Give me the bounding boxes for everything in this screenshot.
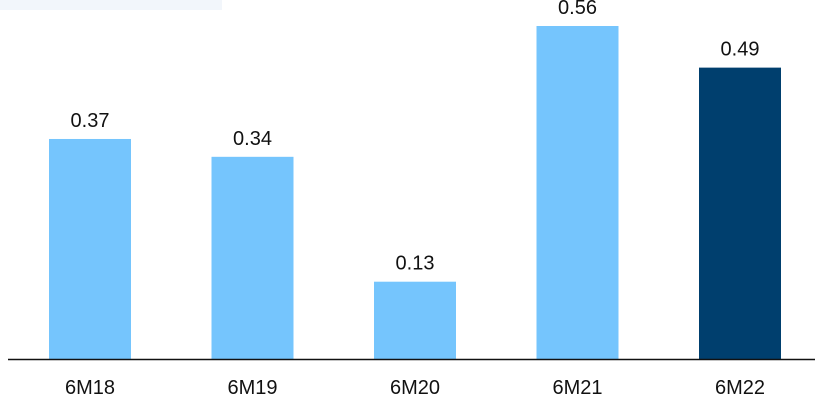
x-tick-labels-layer: 6M18 6M19 6M20 6M21 6M22 [65,377,765,399]
value-label-6m19: 0.34 [233,128,272,150]
x-tick-label-6m19: 6M19 [227,377,277,399]
x-tick-label-6m22: 6M22 [715,377,765,399]
bar-6m22 [699,67,781,359]
x-tick-label-6m18: 6M18 [65,377,115,399]
value-label-6m21: 0.56 [558,0,597,19]
value-label-6m22: 0.49 [721,39,760,61]
bars-layer [49,26,781,359]
bar-6m19 [211,156,294,359]
bar-6m20 [374,281,456,359]
value-label-6m20: 0.13 [396,253,435,275]
value-labels-layer: 0.37 0.34 0.13 0.56 0.49 [71,0,760,275]
bar-6m21 [536,26,619,359]
background-tint [0,0,222,10]
x-tick-label-6m20: 6M20 [390,377,440,399]
bar-6m18 [49,138,131,359]
x-tick-label-6m21: 6M21 [552,377,602,399]
value-label-6m18: 0.37 [71,110,110,132]
